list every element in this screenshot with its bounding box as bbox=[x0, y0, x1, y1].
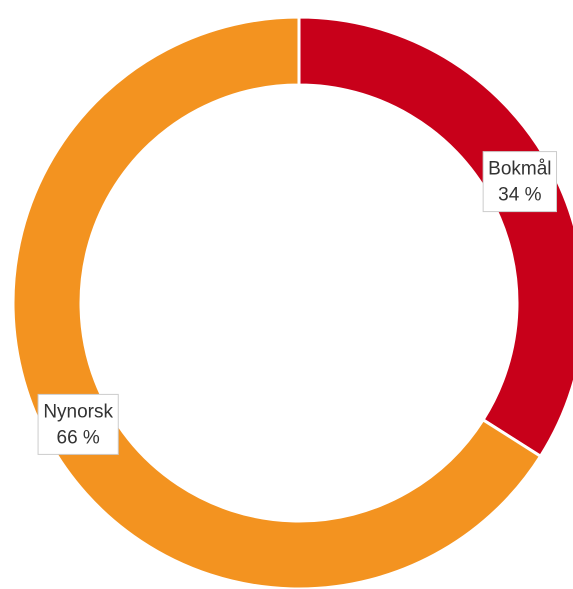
data-label: Bokmål 34 % bbox=[482, 151, 558, 213]
label-value: 34 % bbox=[498, 185, 541, 206]
label-name: Nynorsk bbox=[43, 401, 113, 422]
data-label: Nynorsk 66 % bbox=[37, 393, 119, 455]
label-box bbox=[37, 393, 119, 455]
label-box bbox=[482, 151, 558, 213]
donut-segment bbox=[11, 15, 543, 589]
label-value: 66 % bbox=[57, 427, 100, 448]
label-name: Bokmål bbox=[488, 159, 551, 180]
donut-segment bbox=[297, 15, 573, 459]
